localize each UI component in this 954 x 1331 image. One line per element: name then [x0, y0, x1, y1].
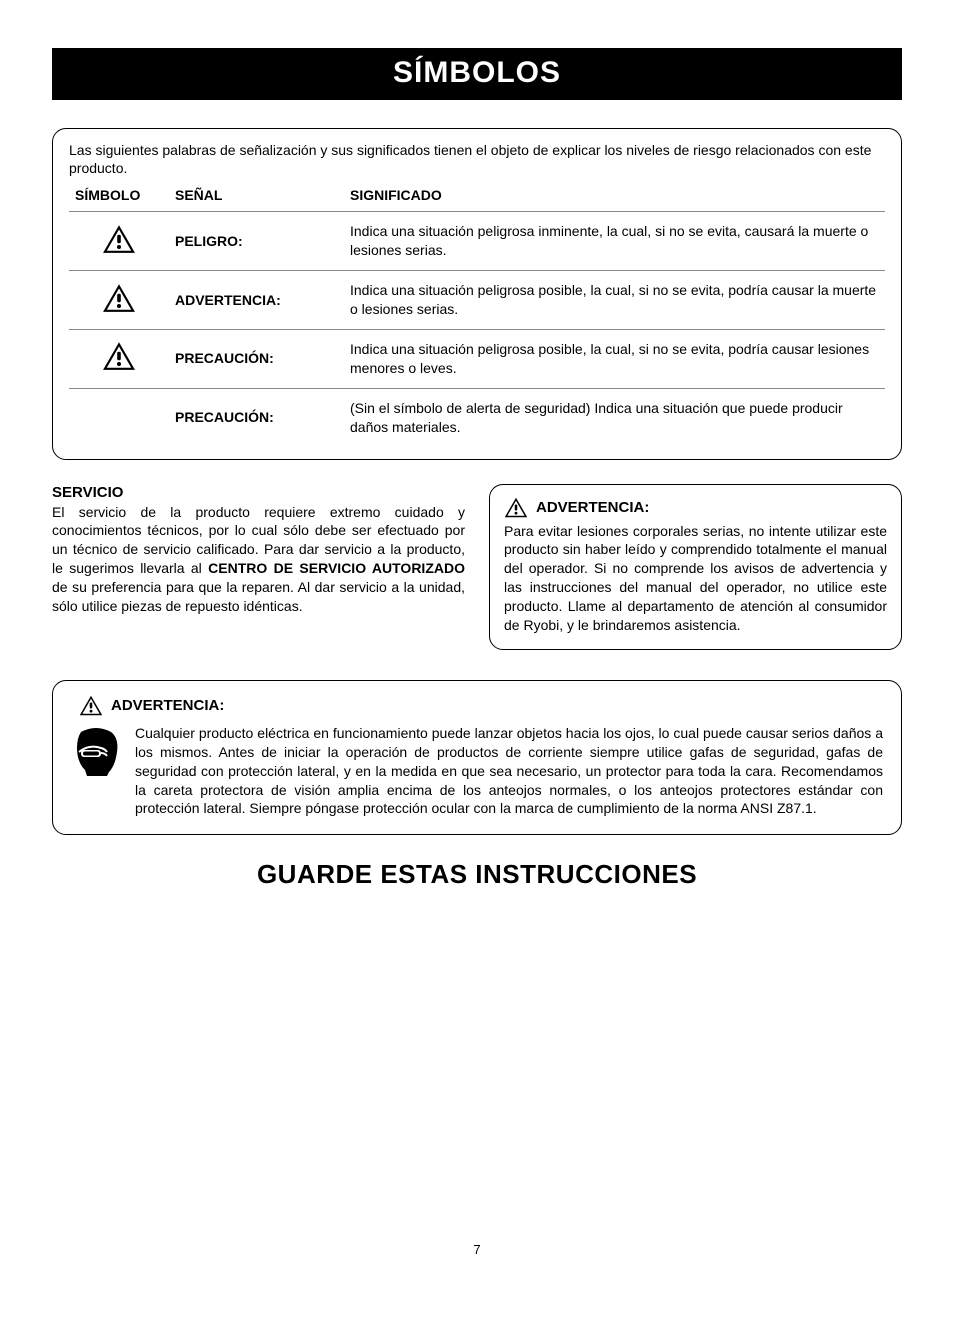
- symbol-table: SÍMBOLO SEÑAL SIGNIFICADO PELIGRO: Indic…: [69, 183, 885, 446]
- service-text-bold: CENTRO DE SERVICIO AUTORIZADO: [208, 560, 465, 576]
- warning-triangle-icon: [102, 224, 136, 254]
- callout-body: Para evitar lesiones corporales serias, …: [504, 522, 887, 635]
- signal-meaning: Indica una situación peligrosa inminente…: [344, 212, 885, 271]
- warning-triangle-icon: [102, 283, 136, 313]
- table-row: PRECAUCIÓN: Indica una situación peligro…: [69, 329, 885, 388]
- signal-label: PRECAUCIÓN:: [169, 388, 344, 446]
- warning-column: ADVERTENCIA: Para evitar lesiones corpor…: [489, 484, 902, 650]
- warning-triangle-icon: [102, 341, 136, 371]
- service-text-post: de su preferencia para que la reparen. A…: [52, 579, 465, 614]
- header-meaning: SIGNIFICADO: [344, 183, 885, 212]
- callout-heading: ADVERTENCIA:: [536, 499, 649, 516]
- warning-triangle-icon: [79, 695, 103, 716]
- two-column-section: SERVICIO El servicio de la producto requ…: [52, 484, 902, 650]
- eye-protection-icon: [71, 726, 121, 781]
- symbol-intro-text: Las siguientes palabras de señalización …: [69, 141, 885, 177]
- table-row: ADVERTENCIA: Indica una situación peligr…: [69, 271, 885, 330]
- service-text: El servicio de la producto requiere extr…: [52, 503, 465, 616]
- table-row: PRECAUCIÓN: (Sin el símbolo de alerta de…: [69, 388, 885, 446]
- callout-heading-row: ADVERTENCIA:: [504, 497, 887, 518]
- header-symbol: SÍMBOLO: [69, 183, 169, 212]
- page-title-bar: SÍMBOLOS: [52, 48, 902, 100]
- signal-meaning: (Sin el símbolo de alerta de seguridad) …: [344, 388, 885, 446]
- wide-callout-heading-row: ADVERTENCIA:: [79, 695, 883, 716]
- save-instructions-line: GUARDE ESTAS INSTRUCCIONES: [52, 859, 902, 890]
- warning-triangle-icon: [504, 497, 528, 518]
- signal-meaning: Indica una situación peligrosa posible, …: [344, 329, 885, 388]
- page-number: 7: [52, 1242, 902, 1257]
- warning-callout-wide: ADVERTENCIA: Cualquier producto eléctric…: [52, 680, 902, 835]
- wide-callout-body: Cualquier producto eléctrica en funciona…: [135, 724, 883, 818]
- header-signal: SEÑAL: [169, 183, 344, 212]
- symbol-definitions-box: Las siguientes palabras de señalización …: [52, 128, 902, 460]
- signal-label: ADVERTENCIA:: [169, 271, 344, 330]
- service-column: SERVICIO El servicio de la producto requ…: [52, 484, 465, 650]
- table-row: PELIGRO: Indica una situación peligrosa …: [69, 212, 885, 271]
- warning-callout-right: ADVERTENCIA: Para evitar lesiones corpor…: [489, 484, 902, 650]
- signal-meaning: Indica una situación peligrosa posible, …: [344, 271, 885, 330]
- signal-label: PRECAUCIÓN:: [169, 329, 344, 388]
- wide-callout-heading: ADVERTENCIA:: [111, 697, 224, 714]
- page-title: SÍMBOLOS: [393, 56, 561, 89]
- service-heading: SERVICIO: [52, 484, 465, 501]
- signal-label: PELIGRO:: [169, 212, 344, 271]
